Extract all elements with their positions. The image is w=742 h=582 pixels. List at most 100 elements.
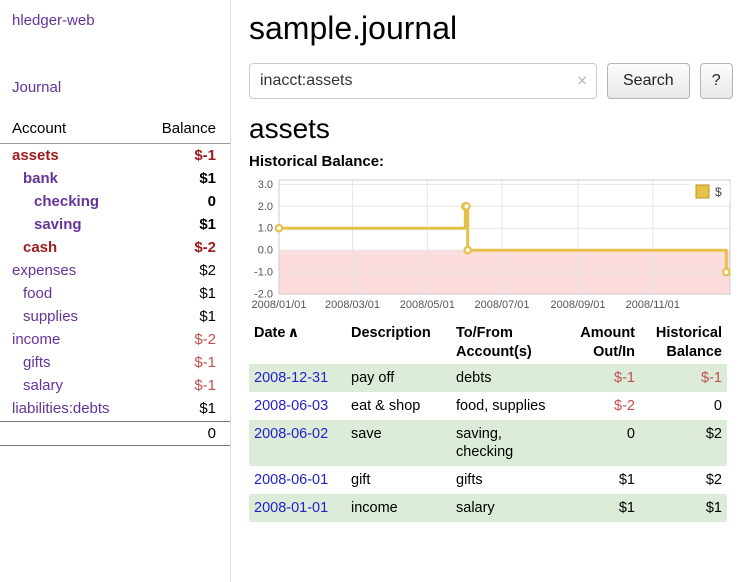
sidebar-item-journal[interactable]: Journal	[12, 79, 62, 96]
register-date-link[interactable]: 2008-01-01	[254, 500, 329, 516]
account-balance: $-2	[194, 239, 216, 256]
accounts-total: 0	[0, 421, 230, 446]
account-link[interactable]: food	[23, 285, 53, 302]
account-row: assets $-1	[0, 144, 230, 167]
search-input[interactable]	[249, 63, 597, 99]
register-cell-accounts: gifts	[456, 472, 483, 488]
x-tick-label: 2008/03/01	[325, 299, 380, 311]
register-cell-date: 2008-06-01	[249, 466, 346, 494]
clear-search-icon[interactable]: ✕	[576, 72, 588, 89]
account-link[interactable]: supplies	[23, 308, 79, 325]
y-tick-label: 2.0	[258, 201, 273, 213]
register-cell-amount: $1	[618, 500, 635, 516]
register-cell-date: 2008-06-03	[249, 392, 346, 420]
column-header-date[interactable]: Date ∧	[249, 322, 346, 364]
account-row: bank $1	[0, 167, 230, 190]
register-cell-accounts: salary	[456, 500, 495, 516]
column-header-balance: Historical Balance	[655, 325, 722, 360]
account-link[interactable]: expenses	[12, 262, 77, 279]
register-cell-date: 2008-01-01	[249, 494, 346, 522]
register-cell-date: 2008-12-31	[249, 364, 346, 392]
account-link[interactable]: liabilities:debts	[12, 400, 110, 417]
search-bar: ✕ Search ?	[249, 63, 736, 99]
account-link[interactable]: salary	[23, 377, 64, 394]
account-row: food $1	[0, 282, 230, 305]
register-cell-balance: $2	[705, 472, 722, 488]
account-link[interactable]: bank	[23, 170, 59, 187]
account-balance: $-1	[194, 147, 216, 164]
register-row: 2008-06-01 gift gifts $1 $2	[249, 466, 727, 494]
register-cell-description: save	[351, 426, 382, 442]
account-row: income $-2	[0, 328, 230, 351]
account-link[interactable]: assets	[12, 147, 59, 164]
search-box: ✕	[249, 63, 597, 99]
chart-title: Historical Balance:	[249, 153, 385, 170]
account-balance: 0	[207, 193, 216, 210]
legend-label: $	[715, 185, 722, 199]
x-tick-label: 2008/09/01	[550, 299, 605, 311]
account-row: liabilities:debts $1	[0, 397, 230, 420]
data-point-marker	[274, 223, 284, 233]
historical-balance-chart: 3.0 2.0 1.0 0.0 -1.0 -2.0 2008/01/01 2008/03/01…	[249, 174, 733, 314]
account-row: salary $-1	[0, 374, 230, 397]
register-body: 2008-12-31 pay off debts $-1 $-1 2008-06-03 ea…	[249, 364, 727, 522]
register-cell-balance: $2	[705, 426, 722, 442]
x-tick-label: 2008/01/01	[251, 299, 306, 311]
accounts-header-account: Account	[12, 120, 67, 137]
y-tick-label: -2.0	[254, 289, 273, 301]
account-link[interactable]: checking	[34, 193, 100, 210]
account-row: expenses $2	[0, 259, 230, 282]
account-row: cash $-2	[0, 236, 230, 259]
account-link[interactable]: income	[12, 331, 61, 348]
register-cell-balance: $-1	[701, 370, 722, 386]
register-cell-balance: 0	[713, 398, 722, 414]
column-header-description: Description	[351, 325, 431, 341]
register-row: 2008-12-31 pay off debts $-1 $-1	[249, 364, 727, 392]
help-button[interactable]: ?	[699, 63, 733, 99]
x-tick-label: 2008/07/01	[474, 299, 529, 311]
register-date-link[interactable]: 2008-06-01	[254, 472, 329, 488]
y-tick-label: 3.0	[258, 179, 273, 191]
search-button[interactable]: Search	[607, 63, 690, 99]
data-point-marker	[721, 267, 731, 277]
register-row: 2008-06-03 eat & shop food, supplies $-2 0	[249, 392, 727, 420]
account-row: saving $1	[0, 213, 230, 236]
account-link[interactable]: gifts	[23, 354, 51, 371]
account-balance: $1	[199, 285, 216, 302]
column-header-amount: Amount Out/In	[580, 325, 635, 360]
account-heading: assets	[249, 113, 330, 144]
register-cell-amount: $-1	[614, 370, 635, 386]
register-cell-amount: $1	[618, 472, 635, 488]
register-cell-date: 2008-06-02	[249, 420, 346, 466]
account-link[interactable]: saving	[34, 216, 82, 233]
y-tick-label: 0.0	[258, 245, 273, 257]
register-cell-description: income	[351, 500, 398, 516]
sort-asc-icon: ∧	[287, 325, 300, 341]
data-point-marker	[463, 245, 473, 255]
register-row: 2008-06-02 save saving, checking 0 $2	[249, 420, 727, 466]
register-date-link[interactable]: 2008-12-31	[254, 370, 329, 386]
y-tick-label: -1.0	[254, 267, 273, 279]
register-cell-description: pay off	[351, 370, 395, 386]
accounts-header: Account Balance	[0, 114, 230, 144]
data-point-marker	[462, 201, 471, 211]
register-cell-amount: $-2	[614, 398, 635, 414]
sidebar: hledger-web Journal Account Balance asse…	[0, 0, 231, 582]
register-cell-accounts: food, supplies	[456, 398, 546, 414]
register-date-link[interactable]: 2008-06-03	[254, 398, 329, 414]
account-balance: $1	[199, 216, 216, 233]
main-content: sample.journal ✕ Search ? assets Histori…	[231, 0, 742, 582]
register-date-link[interactable]: 2008-06-02	[254, 426, 329, 442]
account-balance: $1	[199, 170, 216, 187]
account-balance: $1	[199, 400, 216, 417]
account-link[interactable]: cash	[23, 239, 58, 256]
register-cell-accounts: debts	[456, 370, 492, 386]
account-row: checking 0	[0, 190, 230, 213]
y-tick-label: 1.0	[258, 223, 273, 235]
app-title-link[interactable]: hledger-web	[12, 12, 95, 29]
account-balance: $-2	[194, 331, 216, 348]
account-balance: $-1	[194, 377, 216, 394]
register-row: 2008-01-01 income salary $1 $1	[249, 494, 727, 522]
